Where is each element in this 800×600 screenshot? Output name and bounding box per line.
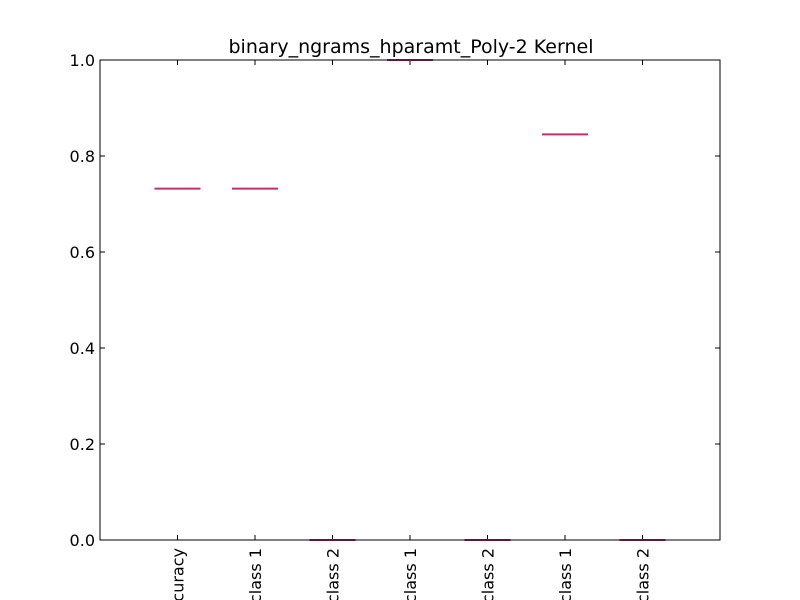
x-axis: curacy class 1 class 2 class 1 class 2 class … (169, 60, 653, 600)
y-tick-label: 0.6 (70, 243, 95, 262)
y-tick-label: 0.2 (70, 435, 95, 454)
x-tick-label: class 2 (324, 548, 343, 600)
y-axis: 0.0 0.2 0.4 0.6 0.8 1.0 (70, 51, 720, 550)
x-tick-label: class 1 (246, 548, 265, 600)
x-tick-label: class 1 (401, 548, 420, 600)
y-tick-label: 0.8 (70, 147, 95, 166)
x-tick-label: class 1 (556, 548, 575, 600)
y-tick-label: 0.4 (70, 339, 95, 358)
x-tick-label: curacy (169, 548, 188, 600)
chart-title: binary_ngrams_hparamt_Poly-2 Kernel (229, 36, 594, 58)
x-tick-label: class 2 (479, 548, 498, 600)
y-tick-label: 0.0 (70, 531, 95, 550)
x-tick-label: class 2 (634, 548, 653, 600)
y-tick-label: 1.0 (70, 51, 95, 70)
plot-frame (99, 59, 721, 541)
